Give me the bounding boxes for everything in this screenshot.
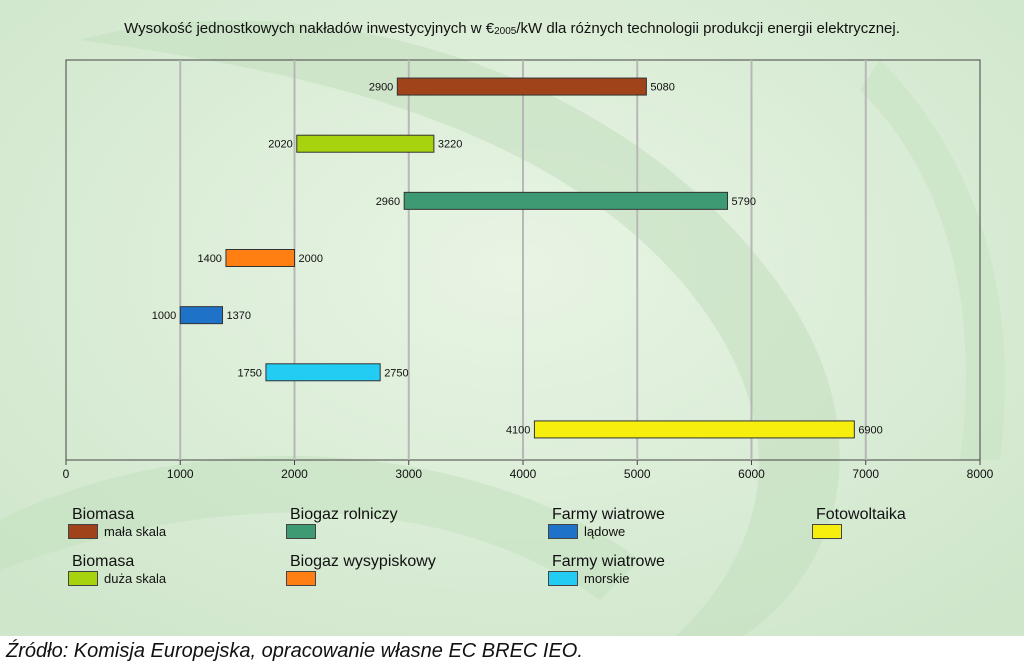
source-note: Źródło: Komisja Europejska, opracowanie … (0, 636, 1024, 667)
x-tick-label: 6000 (738, 467, 765, 481)
bar-max-label: 6900 (858, 424, 882, 436)
bar-max-label: 3220 (438, 139, 462, 151)
legend-subtitle: duża skala (104, 571, 167, 586)
legend-subtitle: lądowe (584, 524, 626, 539)
legend-title: Farmy wiatrowe (552, 553, 665, 570)
bar-max-label: 5790 (732, 196, 756, 208)
bar-min-label: 2900 (369, 82, 393, 94)
bar-max-label: 2000 (299, 253, 323, 265)
x-tick-label: 8000 (967, 467, 994, 481)
x-tick-label: 4000 (510, 467, 537, 481)
legend-subtitle: morskie (584, 571, 630, 586)
range-bar (225, 249, 295, 267)
bar-max-label: 5080 (650, 82, 674, 94)
x-tick-label: 7000 (852, 467, 879, 481)
range-bar (396, 77, 647, 96)
x-tick-label: 5000 (624, 467, 651, 481)
x-tick-label: 2000 (281, 467, 308, 481)
bar-max-label: 1370 (227, 310, 251, 322)
chart-title: Wysokość jednostkowych nakładów inwestyc… (124, 20, 900, 37)
bar-min-label: 1750 (237, 367, 261, 379)
bar-min-label: 2960 (376, 196, 400, 208)
legend-title: Fotowoltaika (816, 506, 906, 523)
range-bar (403, 191, 729, 210)
legend-swatch (812, 524, 842, 539)
legend-swatch (68, 571, 98, 586)
legend-title: Farmy wiatrowe (552, 506, 665, 523)
range-bar (533, 420, 855, 439)
bar-max-label: 2750 (384, 367, 408, 379)
bar-min-label: 1400 (197, 253, 221, 265)
legend-swatch (548, 524, 578, 539)
x-tick-label: 3000 (395, 467, 422, 481)
bar-min-label: 4100 (506, 424, 530, 436)
bar-min-label: 1000 (152, 310, 176, 322)
range-bar (179, 306, 224, 325)
legend-swatch (286, 571, 316, 586)
range-bar (296, 134, 435, 153)
x-tick-label: 1000 (167, 467, 194, 481)
legend-swatch (286, 524, 316, 539)
chart-area: 0 1000 2000 3000 4000 5000 6000 7000 8000 2900 508… (63, 59, 994, 481)
legend-title: Biogaz wysypiskowy (290, 553, 436, 570)
bar-min-label: 2020 (268, 139, 292, 151)
legend-title: Biogaz rolniczy (290, 506, 398, 523)
legend-subtitle: mała skala (104, 524, 167, 539)
range-bar (265, 363, 381, 382)
legend-title: Biomasa (72, 553, 135, 570)
legend-swatch (548, 571, 578, 586)
legend-title: Biomasa (72, 506, 135, 523)
x-tick-label: 0 (63, 467, 70, 481)
legend-swatch (68, 524, 98, 539)
